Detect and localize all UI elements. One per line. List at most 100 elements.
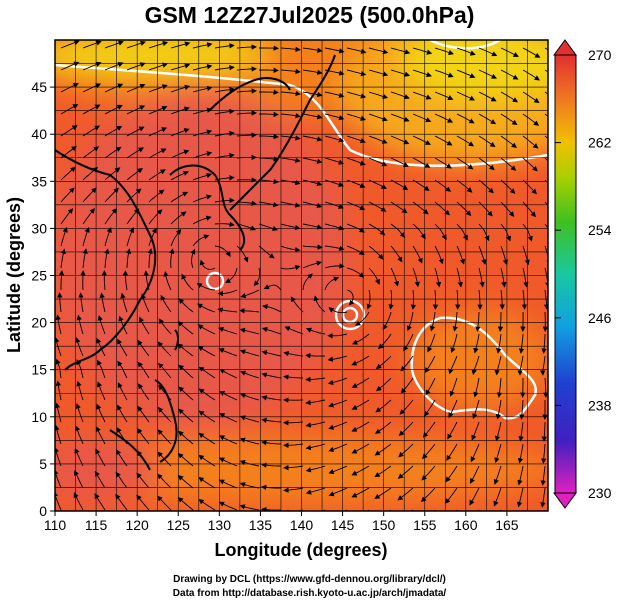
- streamline: [493, 487, 502, 507]
- streamline: [140, 293, 150, 313]
- streamline: [397, 487, 414, 501]
- streamline: [444, 487, 458, 504]
- streamline: [218, 348, 238, 357]
- streamline: [122, 270, 129, 291]
- streamline: [82, 146, 100, 159]
- streamline: [375, 377, 392, 392]
- streamline: [420, 487, 436, 503]
- streamline: [138, 383, 150, 401]
- streamline: [126, 105, 146, 115]
- streamline: [117, 404, 128, 423]
- streamline: [196, 303, 216, 313]
- streamline: [390, 267, 400, 287]
- streamline: [126, 147, 144, 159]
- streamline: [101, 270, 107, 291]
- streamline: [313, 295, 326, 313]
- streamline: [473, 333, 480, 354]
- streamline: [500, 135, 518, 148]
- streamline: [351, 333, 370, 345]
- streamline: [214, 152, 235, 159]
- streamline: [471, 355, 480, 376]
- streamline: [434, 201, 450, 216]
- streamline: [368, 201, 387, 212]
- streamline: [170, 170, 189, 181]
- streamline: [434, 69, 454, 78]
- x-tick-label: 125: [167, 517, 191, 533]
- streamline: [500, 47, 519, 57]
- streamline: [197, 324, 216, 335]
- streamline: [219, 368, 238, 379]
- streamline: [351, 355, 370, 366]
- streamline: [198, 476, 216, 489]
- streamline: [447, 421, 458, 440]
- streamline: [452, 311, 458, 332]
- streamline: [280, 157, 301, 163]
- streamline: [261, 326, 282, 335]
- streamline: [198, 388, 216, 401]
- streamline: [517, 465, 524, 486]
- streamline: [240, 392, 260, 401]
- wind-streamlines: [55, 40, 548, 511]
- streamline: [217, 307, 238, 313]
- streamline: [541, 333, 547, 354]
- streamline: [390, 201, 408, 214]
- streamline: [263, 284, 282, 291]
- streamline: [126, 227, 134, 247]
- streamline: [302, 91, 323, 98]
- streamline: [192, 42, 213, 49]
- streamline: [177, 320, 194, 335]
- streamline: [522, 91, 540, 104]
- streamline: [346, 157, 366, 166]
- streamline: [239, 437, 260, 445]
- streamline: [104, 104, 123, 115]
- streamline: [157, 406, 172, 423]
- streamline: [423, 399, 436, 417]
- streamline: [219, 413, 238, 423]
- streamline: [198, 432, 216, 445]
- streamline: [434, 223, 447, 241]
- streamline: [495, 399, 502, 420]
- streamline: [280, 68, 301, 75]
- y-axis-label: Latitude (degrees): [4, 197, 24, 353]
- streamline: [397, 465, 414, 479]
- streamline: [199, 259, 216, 270]
- streamline: [456, 245, 465, 265]
- streamline: [456, 267, 463, 288]
- streamline: [192, 215, 212, 225]
- x-tick-label: 155: [413, 517, 437, 533]
- streamline: [283, 350, 304, 357]
- coastlines: [55, 54, 336, 471]
- colorbar-tick-label: 262: [588, 135, 612, 151]
- streamline: [351, 465, 370, 476]
- streamline: [139, 316, 150, 335]
- streamline: [214, 197, 235, 204]
- streamline: [75, 425, 84, 445]
- streamline: [368, 157, 388, 167]
- streamline: [157, 473, 172, 489]
- streamline: [283, 487, 304, 493]
- streamline: [351, 443, 370, 454]
- streamline: [261, 395, 282, 401]
- streamline: [390, 223, 406, 238]
- x-tick-label: 145: [331, 517, 355, 533]
- streamline: [446, 443, 458, 461]
- streamline: [302, 69, 323, 75]
- streamline: [261, 506, 282, 511]
- streamline: [181, 273, 194, 291]
- streamline: [280, 112, 301, 119]
- streamline: [76, 314, 84, 335]
- streamline: [170, 63, 191, 71]
- streamline: [390, 157, 409, 167]
- y-tick-label: 0: [39, 503, 47, 519]
- streamline: [429, 311, 436, 332]
- streamline: [403, 333, 414, 352]
- streamline: [60, 104, 79, 115]
- streamline: [178, 430, 194, 445]
- streamline: [544, 179, 548, 184]
- streamline: [412, 267, 420, 288]
- streamline: [148, 148, 167, 159]
- streamline: [368, 267, 380, 285]
- streamline: [500, 91, 519, 103]
- streamline: [192, 129, 213, 137]
